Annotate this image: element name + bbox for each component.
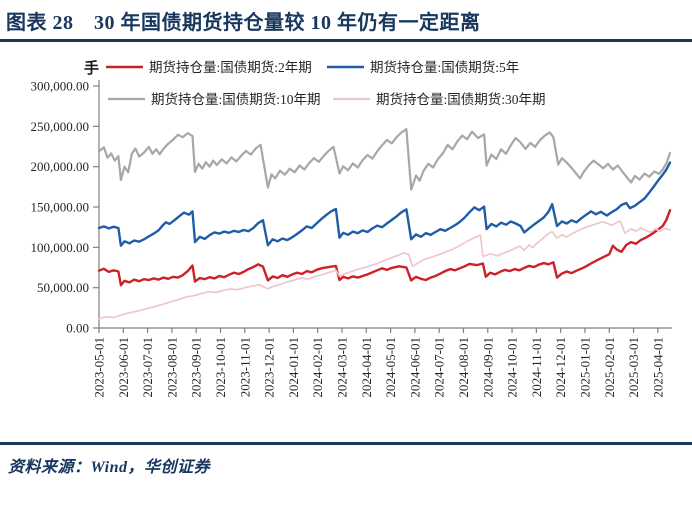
y-tick-label: 300,000.00 bbox=[31, 79, 90, 94]
x-tick-label: 2024-11-01 bbox=[529, 337, 544, 397]
x-tick-label: 2024-08-01 bbox=[456, 337, 471, 398]
legend-label: 期货持仓量:国债期货:5年 bbox=[370, 59, 519, 75]
line-chart: 手 期货持仓量:国债期货:2年期 期货持仓量:国债期货:5年期货持仓量:国债期货:1… bbox=[31, 59, 672, 398]
x-tick-label: 2024-04-01 bbox=[359, 337, 374, 398]
x-tick-label: 2023-09-01 bbox=[189, 337, 204, 398]
x-tick-label: 2024-01-01 bbox=[286, 337, 301, 398]
series-line-4 bbox=[98, 220, 671, 320]
legend-item: 期货持仓量:国债期货:5年 bbox=[327, 59, 519, 75]
x-tick-label: 2025-02-01 bbox=[602, 337, 617, 398]
y-tick-label: 150,000.00 bbox=[31, 200, 90, 215]
x-axis: 2023-05-01 2023-06-01 2023-07-01 2023-08-01… bbox=[92, 327, 672, 398]
x-tick-label: 2023-11-01 bbox=[237, 337, 252, 397]
y-tick-label: 100,000.00 bbox=[31, 240, 90, 255]
x-tick-label: 2025-03-01 bbox=[626, 337, 641, 398]
x-tick-label: 2023-08-01 bbox=[164, 337, 179, 398]
legend-label: 期货持仓量:国债期货:10年期 bbox=[151, 91, 321, 107]
x-tick-label: 2023-10-01 bbox=[213, 337, 228, 398]
legend-item: 期货持仓量:国债期货:2年期 bbox=[106, 59, 312, 75]
series-line-1 bbox=[97, 208, 672, 287]
footer-rule bbox=[0, 442, 692, 445]
y-axis: 300,000.00 250,000.00 200,000.00 150,000.00… bbox=[31, 79, 100, 336]
y-tick-label: 250,000.00 bbox=[31, 119, 90, 134]
y-tick-label: 50,000.00 bbox=[37, 280, 89, 295]
x-tick-label: 2024-09-01 bbox=[480, 337, 495, 398]
unit-label: 手 bbox=[84, 59, 99, 77]
legend-item: 期货持仓量:国债期货:10年期 bbox=[108, 91, 321, 107]
series-line-2 bbox=[97, 161, 672, 247]
title-rule bbox=[0, 39, 692, 42]
chart-area: 手 期货持仓量:国债期货:2年期 期货持仓量:国债期货:5年期货持仓量:国债期货:1… bbox=[0, 42, 692, 442]
legend-label: 期货持仓量:国债期货:2年期 bbox=[149, 59, 312, 75]
legend-label: 期货持仓量:国债期货:30年期 bbox=[376, 91, 546, 107]
x-tick-label: 2025-01-01 bbox=[577, 337, 592, 398]
legend-item: 期货持仓量:国债期货:30年期 bbox=[333, 91, 546, 107]
x-tick-label: 2024-07-01 bbox=[432, 337, 447, 398]
x-tick-label: 2024-05-01 bbox=[383, 337, 398, 398]
x-tick-label: 2023-06-01 bbox=[116, 337, 131, 398]
y-tick-label: 0.00 bbox=[66, 321, 89, 336]
figure-title: 图表 28 30 年国债期货持仓量较 10 年仍有一定距离 bbox=[6, 12, 481, 34]
x-tick-label: 2025-04-01 bbox=[650, 337, 665, 398]
legend: 手 期货持仓量:国债期货:2年期 期货持仓量:国债期货:5年期货持仓量:国债期货:1… bbox=[84, 59, 546, 107]
x-tick-label: 2024-10-01 bbox=[505, 337, 520, 398]
series-line-3 bbox=[97, 128, 672, 191]
x-tick-label: 2023-12-01 bbox=[262, 337, 277, 398]
y-tick-label: 200,000.00 bbox=[31, 159, 90, 174]
x-tick-label: 2024-02-01 bbox=[310, 337, 325, 398]
source-note: 资料来源：Wind，华创证券 bbox=[8, 459, 210, 476]
x-tick-label: 2024-06-01 bbox=[407, 337, 422, 398]
x-tick-label: 2023-05-01 bbox=[92, 337, 107, 398]
x-tick-label: 2024-12-01 bbox=[553, 337, 568, 398]
x-tick-label: 2023-07-01 bbox=[140, 337, 155, 398]
x-tick-label: 2024-03-01 bbox=[334, 337, 349, 398]
